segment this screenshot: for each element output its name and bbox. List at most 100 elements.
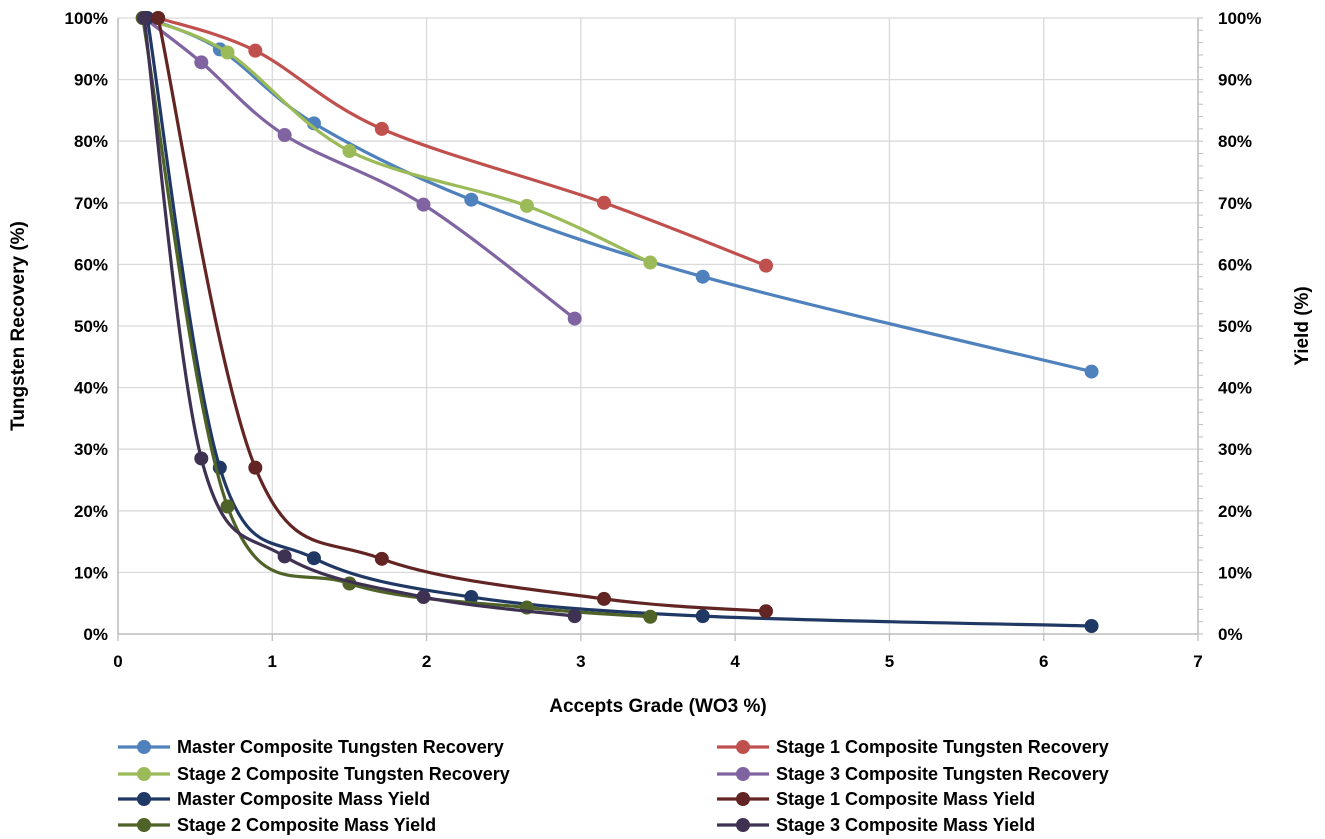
series-line — [141, 16, 652, 619]
data-point — [306, 551, 321, 566]
series-6 — [151, 11, 773, 619]
data-point — [416, 197, 431, 212]
data-point — [464, 590, 479, 605]
y2-tick-label: 80% — [1218, 132, 1252, 151]
x-tick-label: 4 — [730, 652, 740, 671]
y2-tick-label: 20% — [1218, 502, 1252, 521]
y2-tick-label: 40% — [1218, 379, 1252, 398]
legend-item: Master Composite Mass Yield — [118, 789, 430, 809]
legend-item: Master Composite Tungsten Recovery — [118, 737, 504, 757]
data-point — [464, 192, 479, 207]
legend-item: Stage 3 Composite Tungsten Recovery — [717, 764, 1109, 784]
gridlines — [117, 17, 1199, 635]
data-point — [248, 43, 263, 58]
data-point — [220, 45, 235, 60]
x-tick-label: 3 — [576, 652, 585, 671]
y2-tick-label: 0% — [1218, 625, 1243, 644]
legend-label: Master Composite Tungsten Recovery — [177, 737, 504, 757]
y2-tick-label: 30% — [1218, 440, 1252, 459]
x-tick-label: 6 — [1039, 652, 1048, 671]
data-point — [643, 609, 658, 624]
legend-label: Stage 1 Composite Tungsten Recovery — [776, 737, 1109, 757]
legend-marker — [736, 767, 750, 781]
series-line — [142, 16, 577, 618]
data-point — [695, 609, 710, 624]
y-tick-label: 0% — [83, 625, 108, 644]
y2-tick-label: 100% — [1218, 9, 1261, 28]
x-tick-label: 0 — [113, 652, 122, 671]
series-4 — [137, 11, 582, 326]
y2-tick-label: 90% — [1218, 71, 1252, 90]
legend-label: Stage 2 Composite Mass Yield — [177, 815, 436, 835]
legend-label: Stage 1 Composite Mass Yield — [776, 789, 1035, 809]
y2-tick-label: 10% — [1218, 563, 1252, 582]
data-point — [1084, 364, 1099, 379]
data-point — [597, 591, 611, 606]
y-tick-label: 90% — [74, 71, 108, 90]
data-point — [1084, 618, 1099, 633]
data-point — [695, 269, 710, 284]
legend-marker — [736, 740, 750, 754]
data-point — [194, 55, 209, 70]
data-point — [137, 11, 152, 25]
data-point — [567, 609, 582, 624]
legend-marker — [736, 818, 750, 832]
y-tick-label: 40% — [74, 379, 108, 398]
data-point — [416, 590, 431, 605]
y-tick-label: 70% — [74, 194, 108, 213]
data-point — [248, 460, 263, 475]
legend-label: Stage 3 Composite Mass Yield — [776, 815, 1035, 835]
data-point — [519, 198, 534, 213]
legend-marker — [137, 767, 151, 781]
legend-label: Stage 3 Composite Tungsten Recovery — [776, 764, 1109, 784]
legend-label: Master Composite Mass Yield — [177, 789, 430, 809]
x-tick-label: 1 — [268, 652, 277, 671]
data-point — [567, 311, 582, 326]
y-tick-label: 100% — [65, 9, 108, 28]
legend-item: Stage 1 Composite Tungsten Recovery — [717, 737, 1109, 757]
tick-labels: 0%10%20%30%40%50%60%70%80%90%100%0%10%20… — [65, 9, 1262, 671]
legend-marker — [736, 792, 750, 806]
y2-tick-label: 50% — [1218, 317, 1252, 336]
y2-tick-label: 60% — [1218, 255, 1252, 274]
series-line — [156, 16, 768, 268]
legend-marker — [137, 792, 151, 806]
legend-item: Stage 3 Composite Mass Yield — [717, 815, 1035, 835]
y-axis-title: Tungsten Recovery (%) — [8, 221, 29, 431]
series-8 — [137, 11, 582, 624]
y-tick-label: 20% — [74, 502, 108, 521]
legend-marker — [137, 740, 151, 754]
data-point — [277, 549, 292, 564]
y-tick-label: 80% — [74, 132, 108, 151]
x-tick-label: 5 — [885, 652, 894, 671]
legend-label: Stage 2 Composite Tungsten Recovery — [177, 764, 510, 784]
y2-tick-label: 70% — [1218, 194, 1252, 213]
x-tick-label: 2 — [422, 652, 431, 671]
axes — [117, 17, 1203, 641]
data-point — [342, 144, 357, 159]
data-point — [643, 255, 658, 270]
series-layer — [135, 11, 1099, 633]
data-point — [194, 451, 209, 466]
data-point — [374, 551, 389, 566]
x-tick-label: 7 — [1193, 652, 1202, 671]
series-line — [142, 16, 577, 321]
legend-item: Stage 2 Composite Tungsten Recovery — [118, 764, 510, 784]
data-point — [220, 499, 235, 514]
data-point — [759, 604, 773, 619]
series-line — [156, 16, 768, 613]
data-point — [374, 121, 389, 136]
y2-axis-title: Yield (%) — [1292, 286, 1313, 366]
y-tick-label: 60% — [74, 255, 108, 274]
x-axis-title: Accepts Grade (WO3 %) — [549, 696, 767, 717]
legend-item: Stage 1 Composite Mass Yield — [717, 789, 1035, 809]
data-point — [151, 11, 166, 25]
legend: Master Composite Tungsten Recovery Stage … — [118, 737, 1109, 835]
y-tick-label: 10% — [74, 563, 108, 582]
y-tick-label: 30% — [74, 440, 108, 459]
series-1 — [140, 11, 1099, 379]
y-tick-label: 50% — [74, 317, 108, 336]
legend-item: Stage 2 Composite Mass Yield — [118, 815, 436, 835]
series-line — [145, 16, 1094, 628]
